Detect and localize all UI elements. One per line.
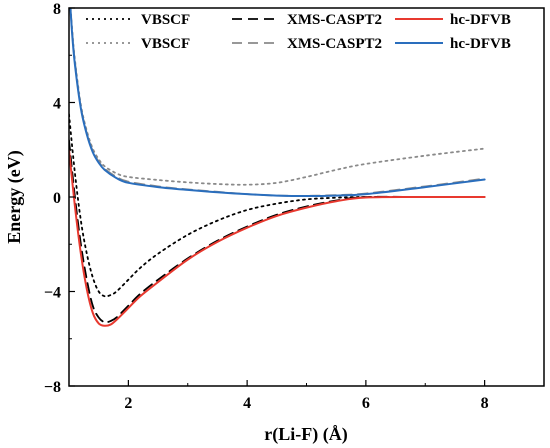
series-line-vbscf-3 <box>69 8 486 186</box>
legend-label: VBSCF <box>141 36 190 52</box>
y-axis-title: Energy (eV) <box>4 150 25 243</box>
x-tick-label: 6 <box>362 395 370 412</box>
legend-label: hc-DFVB <box>450 36 511 52</box>
series-line-xms-caspt2-1 <box>69 139 486 324</box>
y-tick-label: 0 <box>53 190 61 207</box>
legend-label: XMS-CASPT2 <box>287 36 382 52</box>
series-line-hc-dfvb-5 <box>69 8 486 198</box>
y-tick-label: 4 <box>53 96 61 113</box>
x-tick-label: 8 <box>481 395 489 412</box>
x-axis-title: r(Li-F) (Å) <box>264 424 347 445</box>
x-tick-label: 4 <box>243 395 251 412</box>
data-curves <box>69 8 486 327</box>
y-tick-label: −8 <box>44 379 61 396</box>
y-tick-label: −4 <box>44 285 61 302</box>
series-line-vbscf-0 <box>69 113 486 298</box>
legend-label: hc-DFVB <box>450 12 511 28</box>
legend-label: VBSCF <box>141 12 190 28</box>
x-tick-label: 2 <box>124 395 132 412</box>
series-line-hc-dfvb-2 <box>69 148 486 327</box>
y-tick-label: 8 <box>53 1 61 18</box>
legend-label: XMS-CASPT2 <box>287 12 382 28</box>
legend: VBSCF XMS-CASPT2 hc-DFVB VBSCF XMS-CASPT2 hc-… <box>86 12 511 52</box>
series-line-xms-caspt2-4 <box>69 8 486 197</box>
axis-ticks: 2 4 6 8 −8 −4 0 4 8 <box>44 1 489 412</box>
